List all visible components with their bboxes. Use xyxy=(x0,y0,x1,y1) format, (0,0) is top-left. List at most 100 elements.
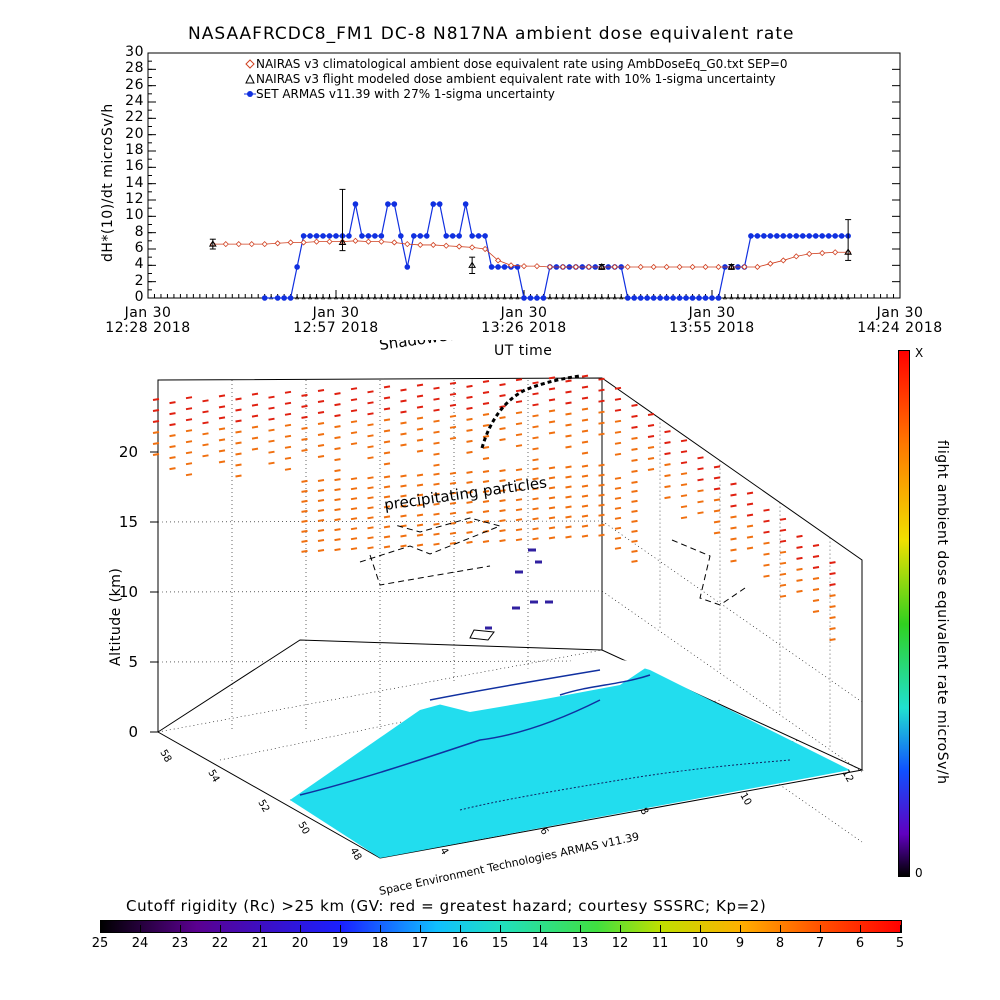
particle-dash-lower xyxy=(532,517,539,521)
particle-dash-lower xyxy=(581,524,589,528)
particle-dash-lower xyxy=(614,546,622,550)
particle-dash xyxy=(433,419,440,423)
particle-dash xyxy=(400,388,407,392)
particle-dash-lower xyxy=(548,526,556,530)
particle-dash xyxy=(697,456,704,460)
xtick-label: Jan 30 12:28 2018 xyxy=(105,305,191,336)
nairas-climatological-point xyxy=(819,250,826,257)
particle-dash xyxy=(565,412,572,416)
latitude-tick-label: 54 xyxy=(205,768,221,785)
particle-dash-lower xyxy=(548,536,556,540)
rigidity-colorbar-tick-label: 17 xyxy=(411,936,429,951)
particle-dash xyxy=(631,436,638,440)
particle-dash-lower xyxy=(383,495,391,499)
armas-point xyxy=(352,201,359,207)
particle-dash xyxy=(779,561,787,565)
particle-dash-lower xyxy=(301,489,308,493)
particle-dash xyxy=(565,379,572,383)
particle-dash xyxy=(268,406,275,410)
particle-dash-lower xyxy=(565,475,572,479)
particle-dash xyxy=(614,452,622,456)
rigidity-colorbar-tick-mark xyxy=(500,925,501,933)
modeled-triangle xyxy=(489,295,494,300)
armas-point xyxy=(320,233,326,239)
particle-dash-lower xyxy=(433,532,440,536)
particle-dash xyxy=(284,390,292,394)
armas-point xyxy=(365,233,372,239)
particle-dash-lower xyxy=(350,527,358,531)
particle-dash xyxy=(812,599,820,602)
modeled-triangle xyxy=(496,295,501,300)
particle-dash xyxy=(235,408,242,412)
nairas-climatological-point xyxy=(235,241,242,248)
particle-dash-lower xyxy=(614,506,622,510)
particle-dash-lower xyxy=(350,507,358,511)
particle-dash xyxy=(730,548,737,552)
rigidity-colorbar-tick-mark xyxy=(380,925,381,933)
particle-dash-lower xyxy=(367,526,374,530)
modeled-triangle xyxy=(813,295,818,300)
particle-dash-lower xyxy=(548,516,556,520)
particle-dash xyxy=(284,434,292,438)
armas-point xyxy=(430,201,437,207)
particle-dash xyxy=(251,414,259,418)
particle-dash xyxy=(598,432,605,436)
armas-point xyxy=(346,233,352,239)
particle-dash xyxy=(796,589,803,593)
modeled-triangle xyxy=(619,295,624,300)
particle-dash-lower xyxy=(499,499,506,503)
particle-dash-lower xyxy=(499,489,506,493)
particle-dash-lower xyxy=(598,503,605,507)
particle-dash-lower xyxy=(532,467,539,471)
particle-dash xyxy=(680,450,688,454)
particle-dash xyxy=(779,583,787,587)
particle-dash-lower xyxy=(466,500,473,504)
particle-dash-lower xyxy=(482,510,490,513)
particle-dash xyxy=(631,447,638,451)
rigidity-colorbar-tick-label: 12 xyxy=(611,936,629,951)
particle-dash-lower xyxy=(400,544,407,548)
nairas-climatological-point xyxy=(430,241,437,248)
particle-dash-lower xyxy=(631,499,638,503)
rigidity-contour xyxy=(459,759,791,811)
rigidity-colorbar-tick-label: 11 xyxy=(651,936,669,951)
particle-dash-lower xyxy=(367,546,374,550)
particle-dash xyxy=(763,552,770,556)
nairas-climatological-point xyxy=(404,241,411,248)
particle-dash xyxy=(812,555,820,558)
ytick-label: 30 xyxy=(125,44,144,60)
rigidity-colorbar-tick-label: 23 xyxy=(171,936,189,951)
armas-point xyxy=(313,233,320,239)
particle-dash-lower xyxy=(532,527,539,531)
particle-dash xyxy=(763,519,770,523)
armas-point xyxy=(469,233,475,239)
rigidity-colorbar-tick-mark xyxy=(300,925,301,933)
modeled-triangle xyxy=(476,295,481,300)
modeled-triangle xyxy=(781,295,786,300)
rigidity-colorbar-tick-label: 25 xyxy=(91,936,109,951)
particle-dash-lower xyxy=(631,549,638,553)
particle-dash-lower xyxy=(350,537,358,541)
modeled-triangle xyxy=(405,295,410,300)
ytick-label: 26 xyxy=(125,76,144,93)
particle-dash xyxy=(515,411,523,415)
nairas-climatological-point xyxy=(507,262,515,269)
particle-dash xyxy=(746,491,754,495)
particle-dash-lower xyxy=(631,529,638,533)
altitude-tick-label: 5 xyxy=(128,653,138,671)
particle-dash xyxy=(350,409,358,413)
particle-dash-lower xyxy=(433,542,440,546)
modeled-triangle xyxy=(787,295,792,300)
colorbar-max-label: X xyxy=(915,346,924,360)
particle-dash xyxy=(334,414,341,418)
particle-dash xyxy=(466,406,473,410)
particle-dash xyxy=(730,526,737,530)
armas-point xyxy=(709,295,715,301)
particle-dash xyxy=(598,377,605,381)
particle-dash-lower xyxy=(631,519,638,523)
particle-dash xyxy=(548,409,556,413)
modeled-triangle xyxy=(755,295,760,300)
particle-dash-lower xyxy=(565,525,572,529)
nairas-climatological-point xyxy=(754,263,761,271)
particle-dash xyxy=(482,391,490,394)
